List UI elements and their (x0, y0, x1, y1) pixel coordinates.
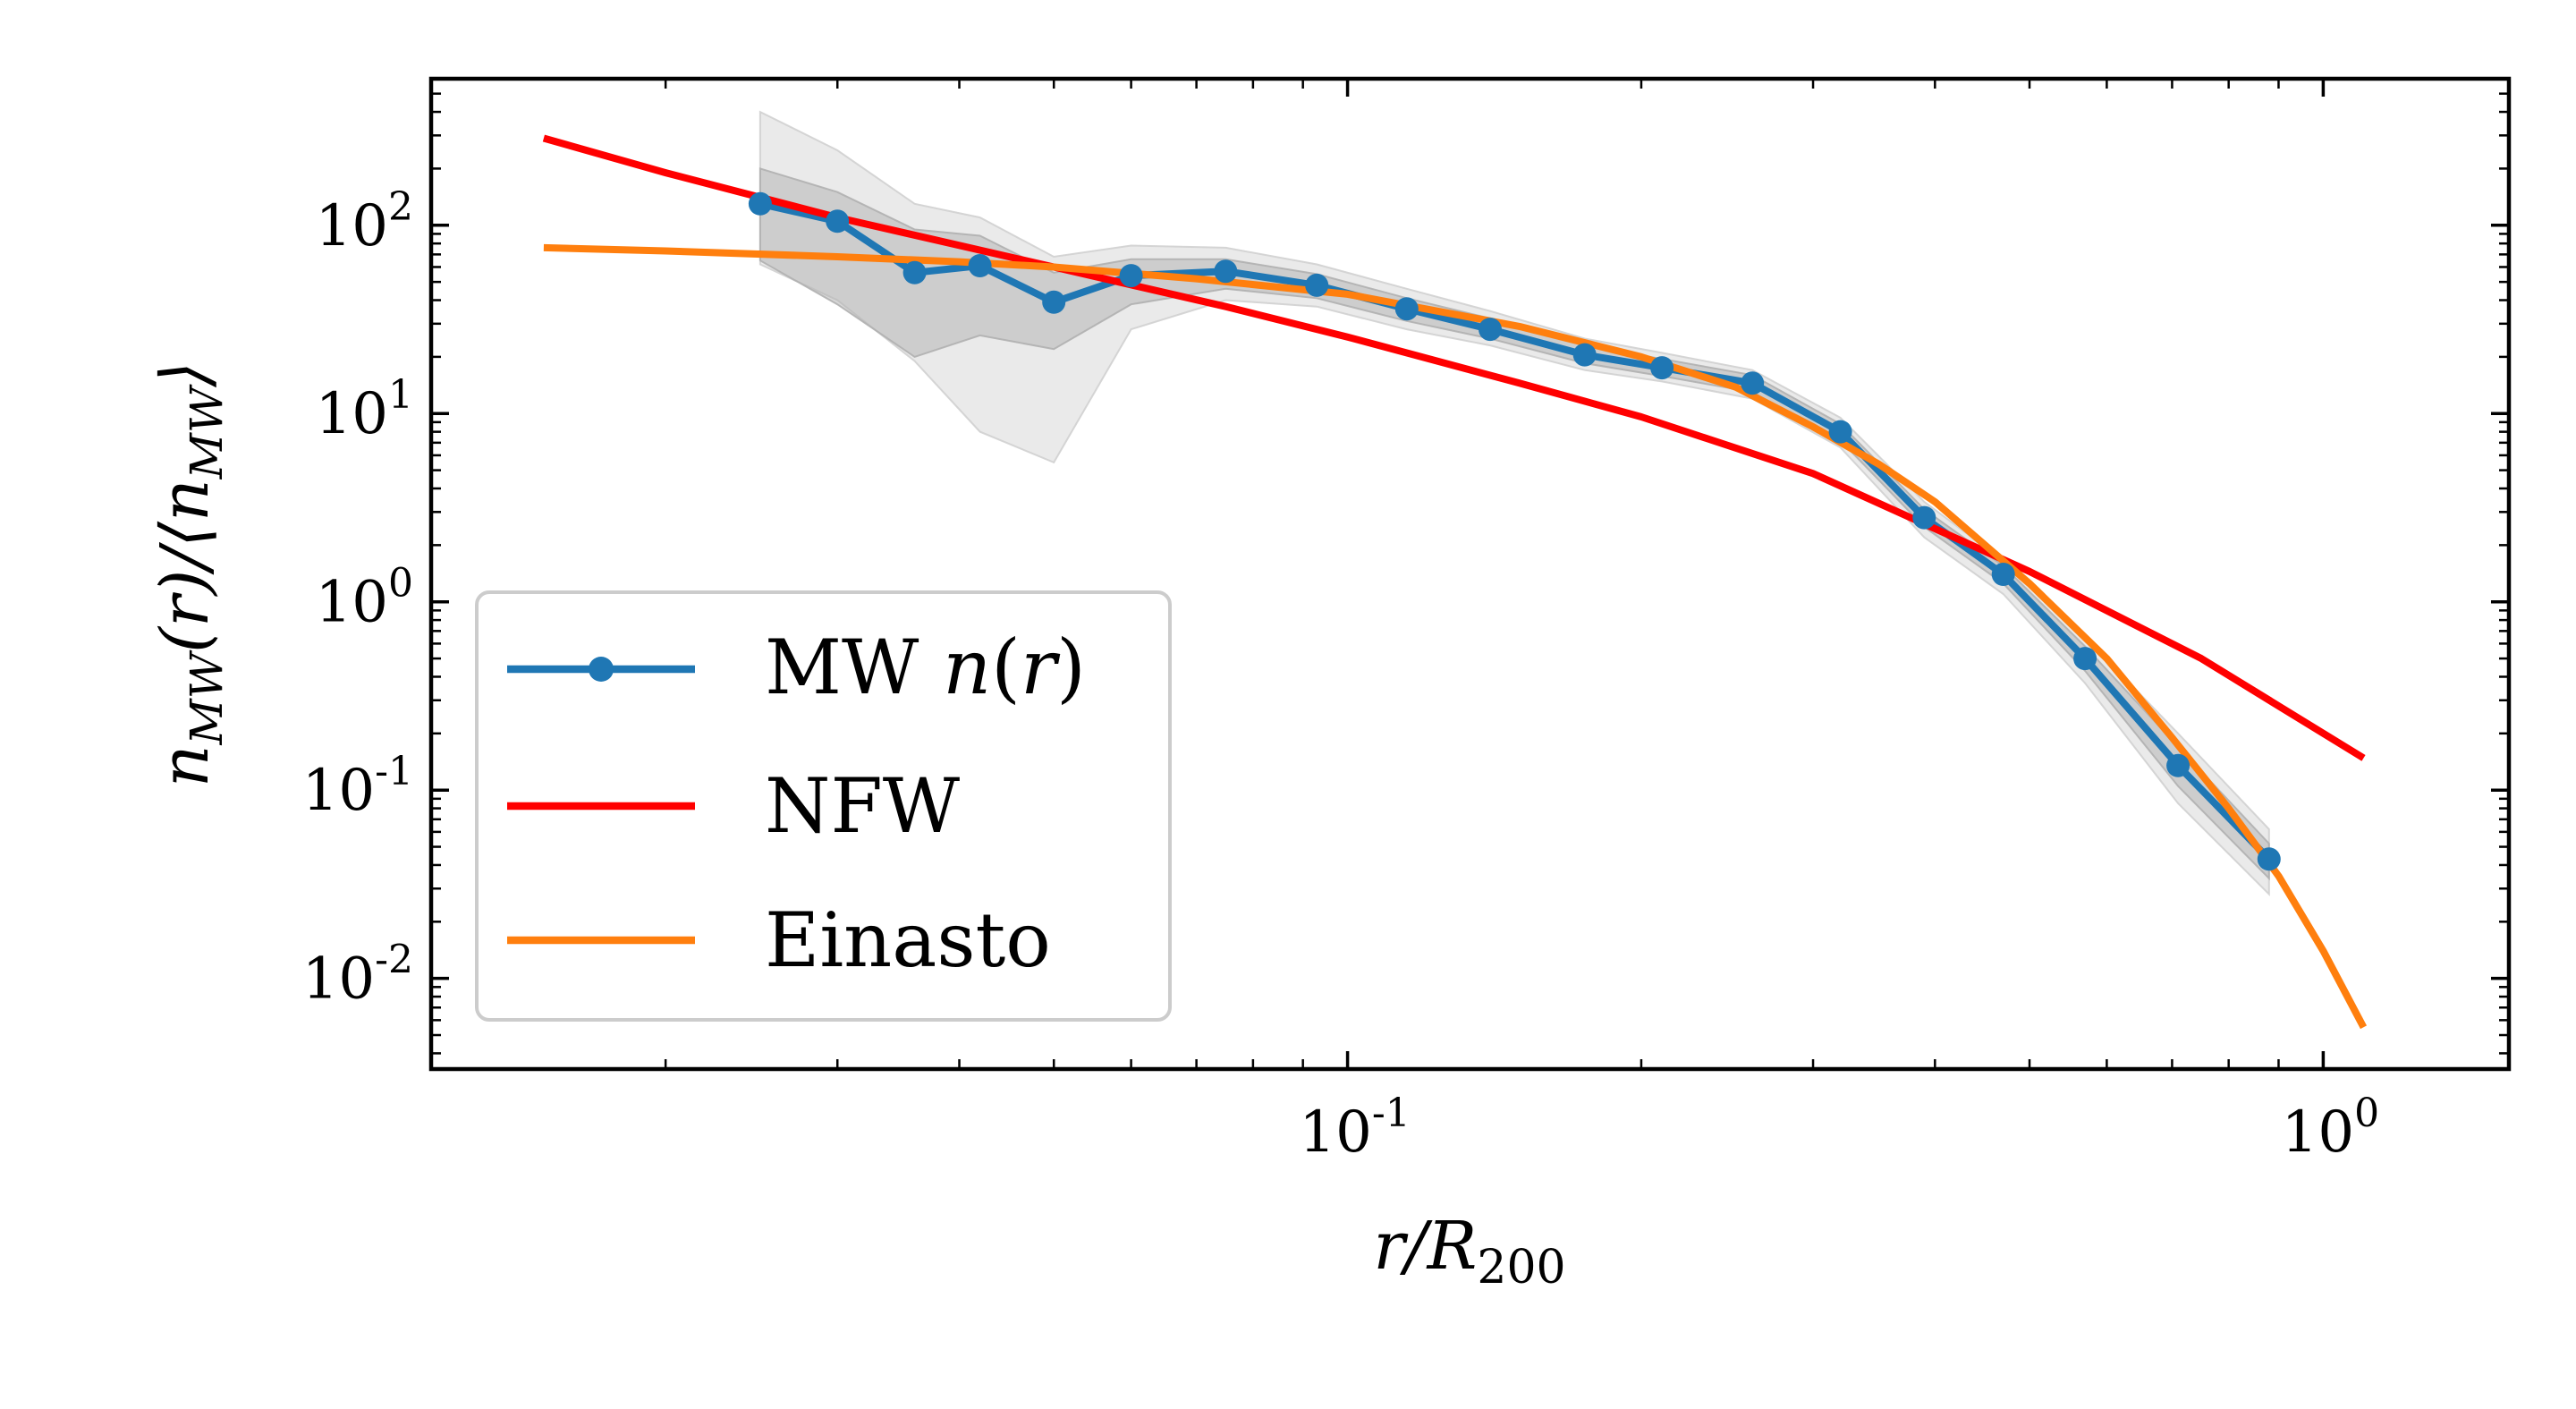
data-point-mw-n-r (1572, 343, 1597, 367)
legend-entry-einasto: Einasto (507, 896, 1051, 984)
data-point-mw-n-r (1650, 356, 1674, 380)
uncertainty-bands (758, 110, 2270, 896)
data-point-mw-n-r (1991, 563, 2015, 586)
tick-labels: 10-1 100 102 101 100 10-1 10-2 (302, 184, 2379, 1166)
data-point-mw-n-r (1305, 273, 1329, 297)
data-point-mw-n-r (1828, 420, 1852, 444)
plot-frame (428, 76, 2512, 1072)
data-point-mw-n-r (2073, 647, 2097, 671)
y-tick-label: 102 (316, 184, 413, 259)
data-point-mw-n-r (1042, 290, 1066, 314)
series-line-nfw (542, 134, 2366, 761)
y-tick-label: 101 (316, 372, 413, 447)
y-tick-label: 10-1 (302, 749, 413, 824)
legend-label-mw: MW n(r) (765, 624, 1086, 711)
data-point-mw-n-r (1214, 259, 1238, 284)
data-point-mw-n-r (1741, 371, 1765, 395)
y-tick-label: 10-2 (302, 938, 413, 1013)
series-markers (748, 191, 2281, 871)
x-tick-label: 100 (2282, 1091, 2379, 1166)
data-point-mw-n-r (826, 209, 850, 233)
data-point-mw-n-r (968, 254, 992, 277)
legend-entry-nfw: NFW (507, 762, 961, 850)
legend-marker-mw (589, 657, 614, 682)
x-tick-label: 10-1 (1299, 1091, 1410, 1166)
data-point-mw-n-r (1479, 318, 1502, 342)
y-tick-label: 100 (316, 561, 413, 636)
data-point-mw-n-r (748, 191, 772, 216)
data-point-mw-n-r (2257, 847, 2281, 871)
data-point-mw-n-r (1912, 505, 1936, 530)
legend-box (475, 590, 1172, 1022)
data-point-mw-n-r (1119, 264, 1143, 288)
data-point-mw-n-r (902, 260, 927, 284)
legend: MW n(r) NFW Einasto (475, 590, 1172, 1022)
legend-label-nfw: NFW (765, 762, 961, 850)
data-point-mw-n-r (1394, 297, 1419, 321)
uncertainty-band-2 (758, 167, 2270, 881)
legend-entry-mw: MW n(r) (507, 624, 1086, 711)
uncertainty-band-1 (758, 110, 2270, 896)
data-point-mw-n-r (2166, 753, 2190, 777)
legend-label-einasto: Einasto (765, 896, 1051, 984)
